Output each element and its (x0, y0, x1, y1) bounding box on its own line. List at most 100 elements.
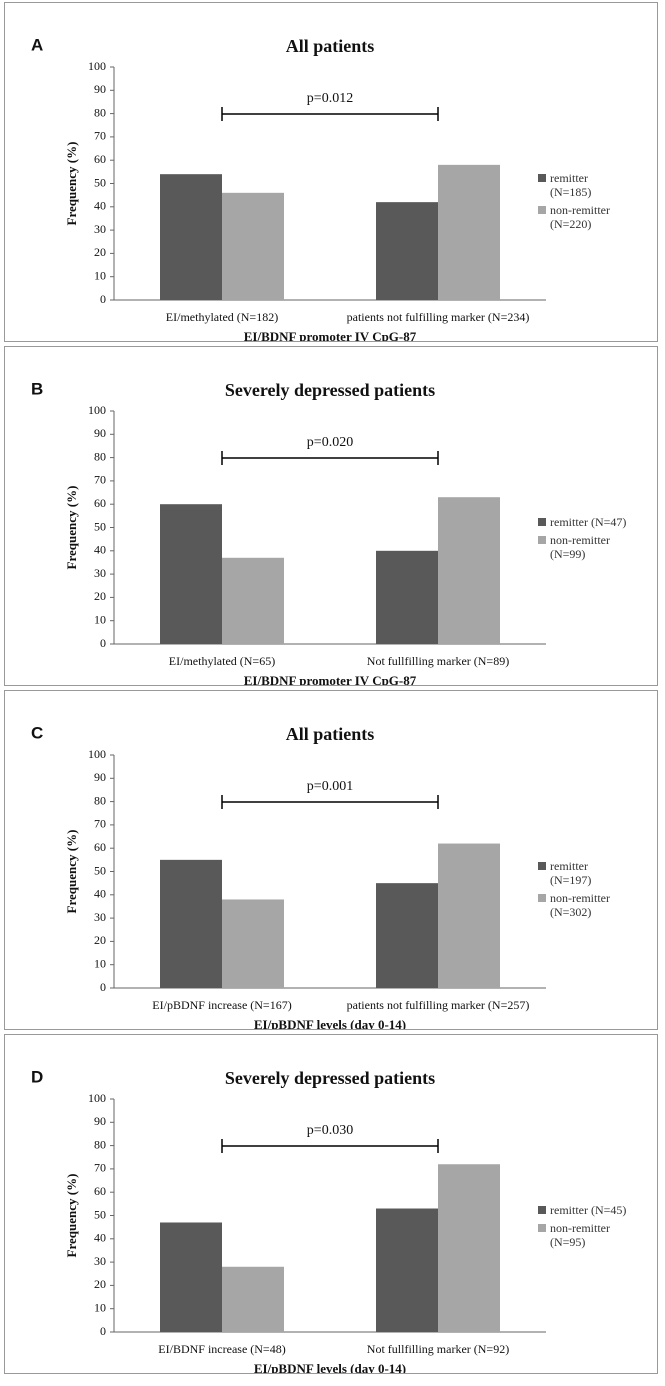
y-tick-label: 50 (94, 175, 106, 189)
x-axis-label: EI/pBDNF levels (day 0-14) (254, 1017, 406, 1029)
legend-item: remitter (N=185) (538, 171, 632, 199)
y-tick-label: 10 (94, 612, 106, 626)
y-tick-label: 30 (94, 910, 106, 924)
bar (376, 1208, 438, 1332)
y-tick-label: 40 (94, 543, 106, 557)
panel-label: D (31, 1067, 43, 1086)
panel-label: C (31, 723, 43, 742)
y-tick-label: 0 (100, 980, 106, 994)
bar (160, 174, 222, 300)
y-tick-label: 100 (88, 403, 106, 417)
legend-label: remitter (N=197) (550, 859, 592, 887)
annotation: p=0.030 (307, 1123, 353, 1138)
x-tick-label: Not fullfilling marker (N=89) (367, 654, 509, 668)
legend-item: non-remitter (N=302) (538, 891, 632, 919)
chart-panel: C All patients Frequency (%) EI/pBDNF level… (4, 690, 658, 1030)
x-tick-label: patients not fulfilling marker (N=257) (347, 998, 530, 1012)
legend-swatch (538, 894, 546, 902)
bar (222, 192, 284, 300)
y-tick-label: 10 (94, 956, 106, 970)
bar (222, 557, 284, 644)
y-tick-label: 40 (94, 1231, 106, 1245)
y-tick-label: 60 (94, 152, 106, 166)
legend-label: non-remitter (N=95) (550, 1221, 610, 1249)
y-tick-label: 90 (94, 1114, 106, 1128)
x-tick-label: patients not fulfilling marker (N=234) (347, 310, 530, 324)
y-tick-label: 20 (94, 1277, 106, 1291)
y-axis-label: Frequency (%) (64, 486, 79, 570)
y-tick-label: 90 (94, 82, 106, 96)
y-tick-label: 50 (94, 1207, 106, 1221)
legend-item: non-remitter (N=95) (538, 1221, 632, 1249)
bar (376, 883, 438, 988)
x-tick-label: EI/methylated (N=182) (166, 310, 278, 324)
y-tick-label: 100 (88, 747, 106, 761)
legend-label: non-remitter (N=99) (550, 533, 610, 561)
chart: B Severely depressed patients Frequency (%… (31, 379, 546, 685)
chart-panel: A All patients Frequency (%) EI/BDNF promot… (4, 2, 658, 342)
legend-swatch (538, 174, 546, 182)
legend: remitter (N=45) non-remitter (N=95) (538, 1203, 632, 1253)
bar (222, 899, 284, 988)
legend-swatch (538, 518, 546, 526)
x-axis-label: EI/BDNF promoter IV CpG-87 (244, 329, 417, 341)
y-tick-label: 70 (94, 1161, 106, 1175)
y-tick-label: 40 (94, 199, 106, 213)
y-axis-label: Frequency (%) (64, 830, 79, 914)
legend-item: remitter (N=197) (538, 859, 632, 887)
bar (438, 497, 500, 644)
x-tick-label: EI/BDNF increase (N=48) (158, 1342, 285, 1356)
bar (438, 1164, 500, 1332)
legend-item: remitter (N=47) (538, 515, 632, 529)
legend-swatch (538, 1206, 546, 1214)
chart: C All patients Frequency (%) EI/pBDNF level… (31, 723, 546, 1029)
chart-title: All patients (286, 36, 375, 56)
y-tick-label: 50 (94, 519, 106, 533)
bar (438, 843, 500, 988)
y-tick-label: 90 (94, 426, 106, 440)
chart-title: All patients (286, 724, 375, 744)
y-tick-label: 40 (94, 887, 106, 901)
y-tick-label: 80 (94, 449, 106, 463)
legend-item: remitter (N=45) (538, 1203, 632, 1217)
y-tick-label: 60 (94, 496, 106, 510)
chart: D Severely depressed patients Frequency (%… (31, 1067, 546, 1373)
chart-title: Severely depressed patients (225, 380, 435, 400)
y-tick-label: 70 (94, 129, 106, 143)
y-tick-label: 80 (94, 793, 106, 807)
chart-panel: B Severely depressed patients Frequency (%… (4, 346, 658, 686)
x-axis-label: EI/BDNF promoter IV CpG-87 (244, 673, 417, 685)
x-axis-label: EI/pBDNF levels (day 0-14) (254, 1361, 406, 1373)
legend-label: remitter (N=185) (550, 171, 592, 199)
y-tick-label: 0 (100, 292, 106, 306)
annotation: p=0.020 (307, 435, 353, 450)
y-tick-label: 70 (94, 817, 106, 831)
legend-item: non-remitter (N=220) (538, 203, 632, 231)
bar (438, 164, 500, 300)
y-tick-label: 10 (94, 1300, 106, 1314)
legend-swatch (538, 1224, 546, 1232)
y-tick-label: 100 (88, 1091, 106, 1105)
y-tick-label: 30 (94, 566, 106, 580)
legend: remitter (N=197) non-remitter (N=302) (538, 859, 632, 923)
x-tick-label: EI/pBDNF increase (N=167) (152, 998, 291, 1012)
legend-swatch (538, 862, 546, 870)
legend-label: remitter (N=45) (550, 1203, 627, 1217)
legend: remitter (N=47) non-remitter (N=99) (538, 515, 632, 565)
annotation: p=0.012 (307, 91, 353, 106)
legend-label: remitter (N=47) (550, 515, 627, 529)
bar (160, 504, 222, 644)
y-tick-label: 100 (88, 59, 106, 73)
bar (160, 859, 222, 988)
y-tick-label: 70 (94, 473, 106, 487)
y-tick-label: 20 (94, 245, 106, 259)
panel-label: A (31, 35, 43, 54)
legend-swatch (538, 536, 546, 544)
y-tick-label: 80 (94, 105, 106, 119)
bar (376, 202, 438, 300)
chart-panel: D Severely depressed patients Frequency (%… (4, 1034, 658, 1374)
y-tick-label: 30 (94, 1254, 106, 1268)
panel-label: B (31, 379, 43, 398)
y-tick-label: 30 (94, 222, 106, 236)
